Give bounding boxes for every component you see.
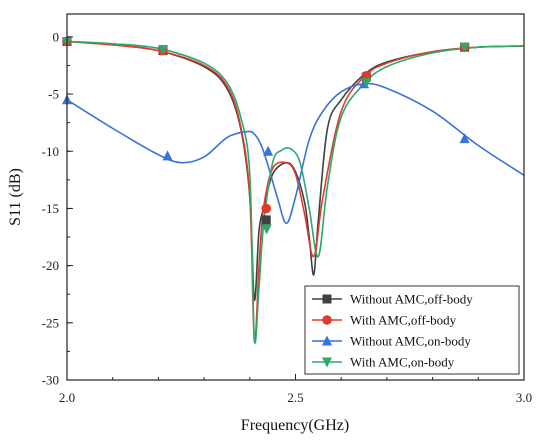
- marker-layer: [62, 36, 470, 235]
- y-axis: 0 -5 -10 -15 -20 -25 -30: [42, 29, 73, 388]
- legend-label: Without AMC,on-body: [350, 334, 471, 349]
- x-tick-label: 2.5: [287, 390, 303, 405]
- triangle-up-marker: [263, 145, 274, 156]
- triangle-up-marker: [162, 150, 173, 161]
- x-axis: 2.0 2.5 3.0: [59, 374, 532, 405]
- legend-label: Without AMC,off-body: [350, 292, 473, 307]
- y-tick-label: -20: [42, 258, 59, 273]
- triangle-up-marker: [322, 335, 332, 346]
- x-tick-label: 3.0: [516, 390, 532, 405]
- y-tick-label: -25: [42, 315, 59, 330]
- y-tick-label: -5: [48, 87, 59, 102]
- y-tick-label: -10: [42, 144, 59, 159]
- x-tick-label: 2.0: [59, 390, 75, 405]
- y-tick-label: 0: [53, 29, 60, 44]
- triangle-up-marker: [459, 133, 470, 144]
- triangle-down-marker: [261, 224, 272, 235]
- series-line-1: [67, 40, 524, 301]
- plot-area: [62, 13, 525, 381]
- triangle-down-marker: [459, 42, 470, 53]
- series-line-2: [67, 40, 524, 344]
- legend: Without AMC,off-body With AMC,off-body Wit…: [304, 285, 520, 375]
- legend-box: [304, 285, 520, 375]
- legend-label: With AMC,off-body: [350, 313, 457, 328]
- circle-marker: [322, 315, 332, 325]
- square-marker: [261, 215, 271, 225]
- square-marker: [322, 294, 332, 304]
- y-tick-label: -15: [42, 201, 59, 216]
- circle-marker: [261, 203, 272, 214]
- y-tick-label: -30: [42, 373, 59, 388]
- triangle-down-marker: [157, 44, 168, 55]
- y-axis-title: S11 (dB): [7, 168, 24, 226]
- x-axis-title: Frequency(GHz): [241, 417, 349, 434]
- triangle-down-marker: [361, 78, 372, 89]
- series-line-3: [67, 82, 524, 225]
- legend-label: With AMC,on-body: [350, 355, 455, 370]
- triangle-down-marker: [322, 357, 332, 368]
